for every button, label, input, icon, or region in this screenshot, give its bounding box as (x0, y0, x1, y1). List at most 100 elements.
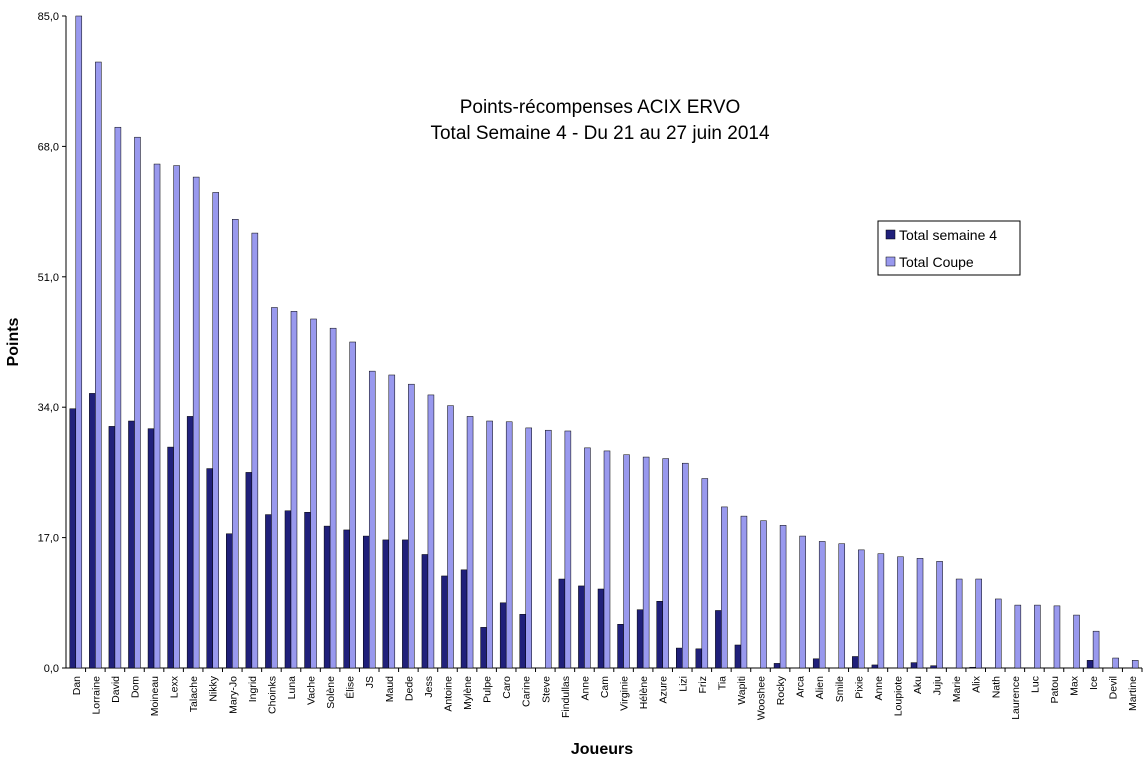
bar-coupe-35 (760, 520, 767, 669)
bar-semaine-40 (852, 656, 859, 669)
x-tick-label: Choinks (266, 676, 278, 714)
x-tick-label: Wapiti (736, 676, 748, 705)
bar-semaine-17 (402, 539, 409, 669)
x-tick-label: Dom (129, 676, 141, 698)
bar-coupe-3 (134, 136, 141, 669)
x-tick-label: Virginie (619, 676, 631, 711)
x-tick-label: Azure (658, 676, 670, 704)
bar-coupe-18 (427, 394, 435, 669)
bar-semaine-21 (480, 627, 487, 669)
x-tick-label: Mylène (462, 676, 474, 710)
bar-semaine-9 (245, 472, 253, 669)
y-tick-label: 68,0 (38, 141, 59, 153)
bar-coupe-7 (212, 192, 219, 669)
bar-semaine-6 (186, 416, 194, 669)
bar-coupe-15 (368, 370, 376, 669)
bar-coupe-28 (623, 454, 630, 669)
bar-coupe-20 (466, 416, 474, 669)
x-tick-label: Rocky (775, 675, 787, 705)
bar-coupe-53 (1112, 657, 1119, 669)
bar-semaine-28 (617, 624, 624, 669)
x-tick-label: Aku (912, 676, 924, 694)
bar-coupe-49 (1034, 604, 1041, 669)
x-tick-label: Caro (501, 676, 513, 699)
bar-semaine-36 (773, 663, 781, 669)
y-tick-label: 17,0 (38, 533, 59, 545)
bar-semaine-30 (656, 601, 663, 669)
x-tick-label: Hélène (638, 676, 650, 709)
bar-semaine-33 (715, 610, 722, 669)
bar-coupe-38 (818, 541, 826, 669)
bar-coupe-14 (349, 341, 356, 669)
legend-label-semaine: Total semaine 4 (899, 227, 997, 243)
bar-semaine-52 (1086, 660, 1094, 669)
bar-semaine-34 (734, 644, 742, 669)
bar-coupe-21 (486, 420, 493, 669)
bar-coupe-52 (1092, 630, 1100, 669)
x-tick-label: Findullas (560, 676, 572, 718)
x-tick-label: Ice (1088, 676, 1100, 690)
bar-coupe-51 (1073, 614, 1080, 669)
bar-semaine-31 (676, 647, 683, 669)
x-tick-label: Juju (932, 676, 944, 695)
x-tick-label: David (110, 676, 122, 703)
bar-coupe-32 (701, 478, 709, 669)
bar-coupe-50 (1053, 605, 1061, 669)
bar-coupe-17 (408, 383, 415, 669)
bar-semaine-23 (519, 614, 526, 669)
x-tick-label: Nath (990, 676, 1002, 698)
bar-coupe-41 (877, 553, 885, 669)
x-tick-label: Ingrid (247, 676, 259, 702)
x-tick-label: Friz (697, 676, 709, 694)
bar-semaine-29 (636, 609, 644, 669)
bar-coupe-34 (740, 515, 748, 669)
bar-coupe-33 (721, 506, 728, 669)
x-tick-label: Pulpe (482, 676, 494, 703)
bar-coupe-11 (290, 311, 298, 669)
x-tick-label: JS (364, 676, 376, 688)
y-tick-label: 34,0 (38, 402, 59, 414)
bar-coupe-6 (192, 176, 200, 669)
bar-coupe-2 (114, 126, 122, 669)
y-tick-label: 85,0 (38, 11, 59, 23)
bar-semaine-7 (206, 468, 213, 669)
bar-semaine-12 (304, 512, 311, 669)
legend-label-coupe: Total Coupe (899, 254, 974, 270)
bar-coupe-47 (995, 598, 1002, 669)
bar-coupe-48 (1014, 604, 1022, 669)
bar-coupe-39 (838, 543, 846, 669)
x-tick-label: Smile (834, 676, 846, 702)
x-tick-label: Marie (951, 676, 963, 702)
legend-swatch-semaine (885, 229, 896, 240)
bar-semaine-2 (108, 426, 116, 669)
bar-coupe-1 (95, 61, 102, 669)
bar-coupe-31 (682, 462, 689, 669)
bar-semaine-10 (265, 514, 272, 669)
legend-swatch-coupe (885, 256, 896, 267)
x-tick-label: Moineau (149, 676, 161, 716)
x-tick-label: Cam (599, 676, 611, 698)
x-tick-label: Jess (423, 676, 435, 698)
x-tick-label: Steve (540, 676, 552, 703)
x-tick-label: Laurence (1010, 676, 1022, 720)
bar-semaine-18 (421, 554, 429, 669)
x-tick-label: Loupiote (892, 676, 904, 716)
bar-coupe-30 (662, 458, 669, 669)
bar-semaine-22 (499, 602, 507, 669)
x-tick-label: Wooshee (756, 676, 768, 720)
x-tick-label: Antoine (442, 676, 454, 712)
bar-coupe-42 (897, 556, 904, 669)
x-tick-label: Lorraine (90, 676, 102, 715)
bar-semaine-26 (578, 585, 585, 669)
x-tick-label: Alix (971, 675, 983, 693)
bar-semaine-16 (382, 539, 390, 669)
bar-semaine-8 (226, 533, 233, 669)
bar-semaine-38 (812, 658, 820, 669)
bar-semaine-4 (147, 428, 155, 669)
bar-semaine-25 (558, 578, 566, 669)
x-tick-label: Anne (579, 676, 591, 701)
x-tick-label: Vache (306, 676, 318, 705)
bar-coupe-10 (271, 307, 278, 669)
y-tick-label: 0,0 (44, 663, 59, 675)
legend-box (877, 220, 1021, 276)
